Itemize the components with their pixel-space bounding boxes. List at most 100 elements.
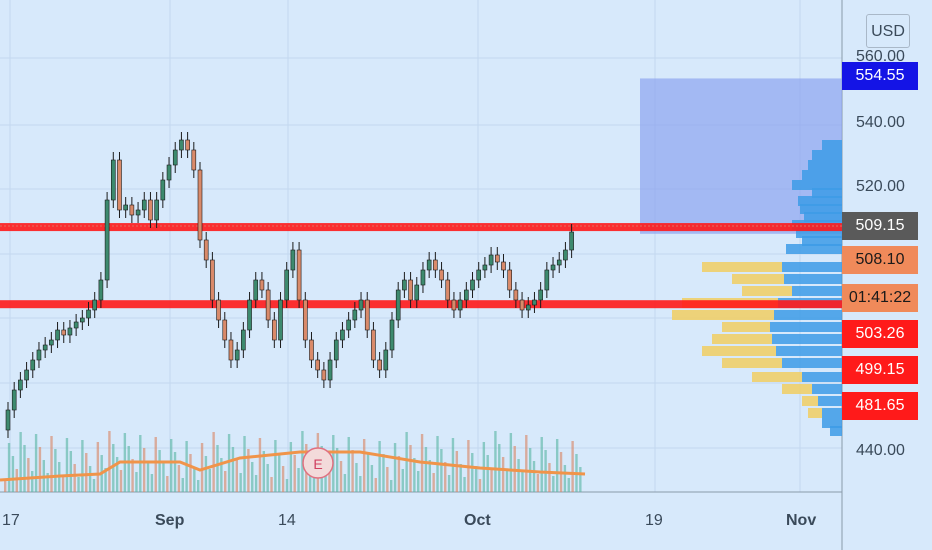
volume-bar: [185, 441, 188, 492]
candle-body: [67, 327, 73, 336]
candle-body: [110, 159, 116, 201]
volume-profile-bar-blue: [770, 322, 842, 332]
volume-bar: [231, 447, 235, 492]
candle-body: [129, 204, 135, 216]
volume-profile-bar-blue: [830, 426, 842, 436]
volume-bar: [270, 477, 273, 492]
volume-bar: [243, 436, 246, 492]
volume-bar: [142, 448, 146, 492]
volume-bar: [4, 480, 7, 492]
candle-body: [210, 259, 215, 301]
price-tag: 481.65: [842, 392, 918, 420]
volume-bar: [285, 479, 289, 492]
volume-bar: [532, 461, 536, 492]
volume-bar: [204, 456, 208, 492]
volume-bar: [359, 476, 362, 492]
y-tick-label: 440.00: [856, 442, 905, 459]
candle-body: [117, 159, 122, 211]
volume-bar: [567, 478, 570, 492]
volume-bar: [386, 467, 389, 492]
volume-profile-bar-blue: [786, 244, 842, 254]
candle-body: [569, 231, 574, 251]
volume-bar: [490, 468, 493, 492]
volume-bar: [428, 460, 431, 492]
x-tick-label: Nov: [786, 512, 817, 529]
volume-bar: [200, 443, 204, 492]
currency-button[interactable]: USD: [866, 14, 910, 48]
volume-bar: [193, 467, 196, 492]
volume-bar: [65, 438, 69, 492]
candle-body: [519, 299, 525, 311]
volume-profile-bar-blue: [800, 204, 842, 214]
volume-bar: [382, 454, 385, 492]
candle-body: [185, 139, 190, 151]
volume-profile-bar-blue: [822, 140, 842, 150]
candle-body: [532, 299, 537, 306]
volume-bar: [119, 470, 123, 492]
volume-bar: [46, 473, 49, 492]
candle-body: [135, 209, 141, 216]
x-tick-label: Oct: [464, 512, 491, 529]
candle-body: [30, 359, 36, 371]
candle-body: [11, 389, 17, 411]
volume-bar: [424, 447, 428, 492]
volume-profile-bar-blue: [818, 396, 842, 406]
candle-body: [340, 329, 345, 341]
candle-body: [203, 239, 209, 261]
volume-bar: [312, 470, 316, 492]
candle-body: [389, 319, 395, 351]
volume-moving-average: [0, 450, 586, 482]
candle-body: [49, 339, 54, 346]
candle-body: [5, 409, 11, 431]
candle-body: [92, 299, 98, 311]
volume-bar: [77, 477, 80, 492]
candle-body: [563, 249, 568, 261]
volume-bar: [455, 451, 459, 492]
price-tag: 554.55: [842, 62, 918, 90]
volume-bar: [54, 449, 57, 492]
candle-body: [247, 299, 252, 331]
candle-body: [346, 319, 351, 331]
volume-profile-bar-blue: [792, 286, 842, 296]
volume-bar: [517, 459, 520, 492]
volume-bar: [505, 470, 509, 492]
candle-body: [457, 299, 463, 311]
candle-body: [73, 321, 79, 329]
volume-bar: [23, 445, 26, 492]
candle-body: [402, 279, 407, 291]
volume-bar: [405, 432, 408, 492]
candle-body: [420, 269, 426, 286]
volume-profile-bar-yellow: [808, 408, 822, 418]
volume-bar: [447, 475, 451, 492]
volume-bar: [19, 432, 22, 492]
volume-profile-bar-blue: [798, 196, 842, 206]
volume-profile-bar-yellow: [802, 396, 818, 406]
volume-bar: [563, 465, 567, 492]
candle-body: [98, 279, 104, 301]
candle-body: [451, 299, 457, 311]
volume-bar: [478, 479, 482, 492]
candle-body: [333, 339, 339, 361]
volume-bar: [540, 437, 543, 492]
candle-body: [172, 149, 178, 166]
volume-bar: [471, 453, 474, 492]
volume-bar: [216, 445, 219, 492]
volume-bar: [81, 440, 84, 492]
candle-body: [55, 329, 60, 341]
volume-bar: [397, 456, 401, 492]
volume-bar: [135, 472, 138, 492]
volume-bar: [579, 467, 582, 492]
volume-profile-bar-yellow: [722, 358, 782, 368]
volume-bar: [166, 476, 169, 492]
volume-bar: [328, 472, 331, 492]
candle-body: [154, 199, 159, 221]
volume-bar: [247, 449, 250, 492]
volume-bar: [108, 431, 111, 492]
volume-bar: [162, 463, 165, 492]
candle-body: [104, 199, 110, 281]
candle-body: [265, 289, 271, 321]
volume-bar: [351, 450, 354, 492]
volume-profile-bar-yellow: [752, 372, 802, 382]
volume-bar: [401, 469, 404, 492]
